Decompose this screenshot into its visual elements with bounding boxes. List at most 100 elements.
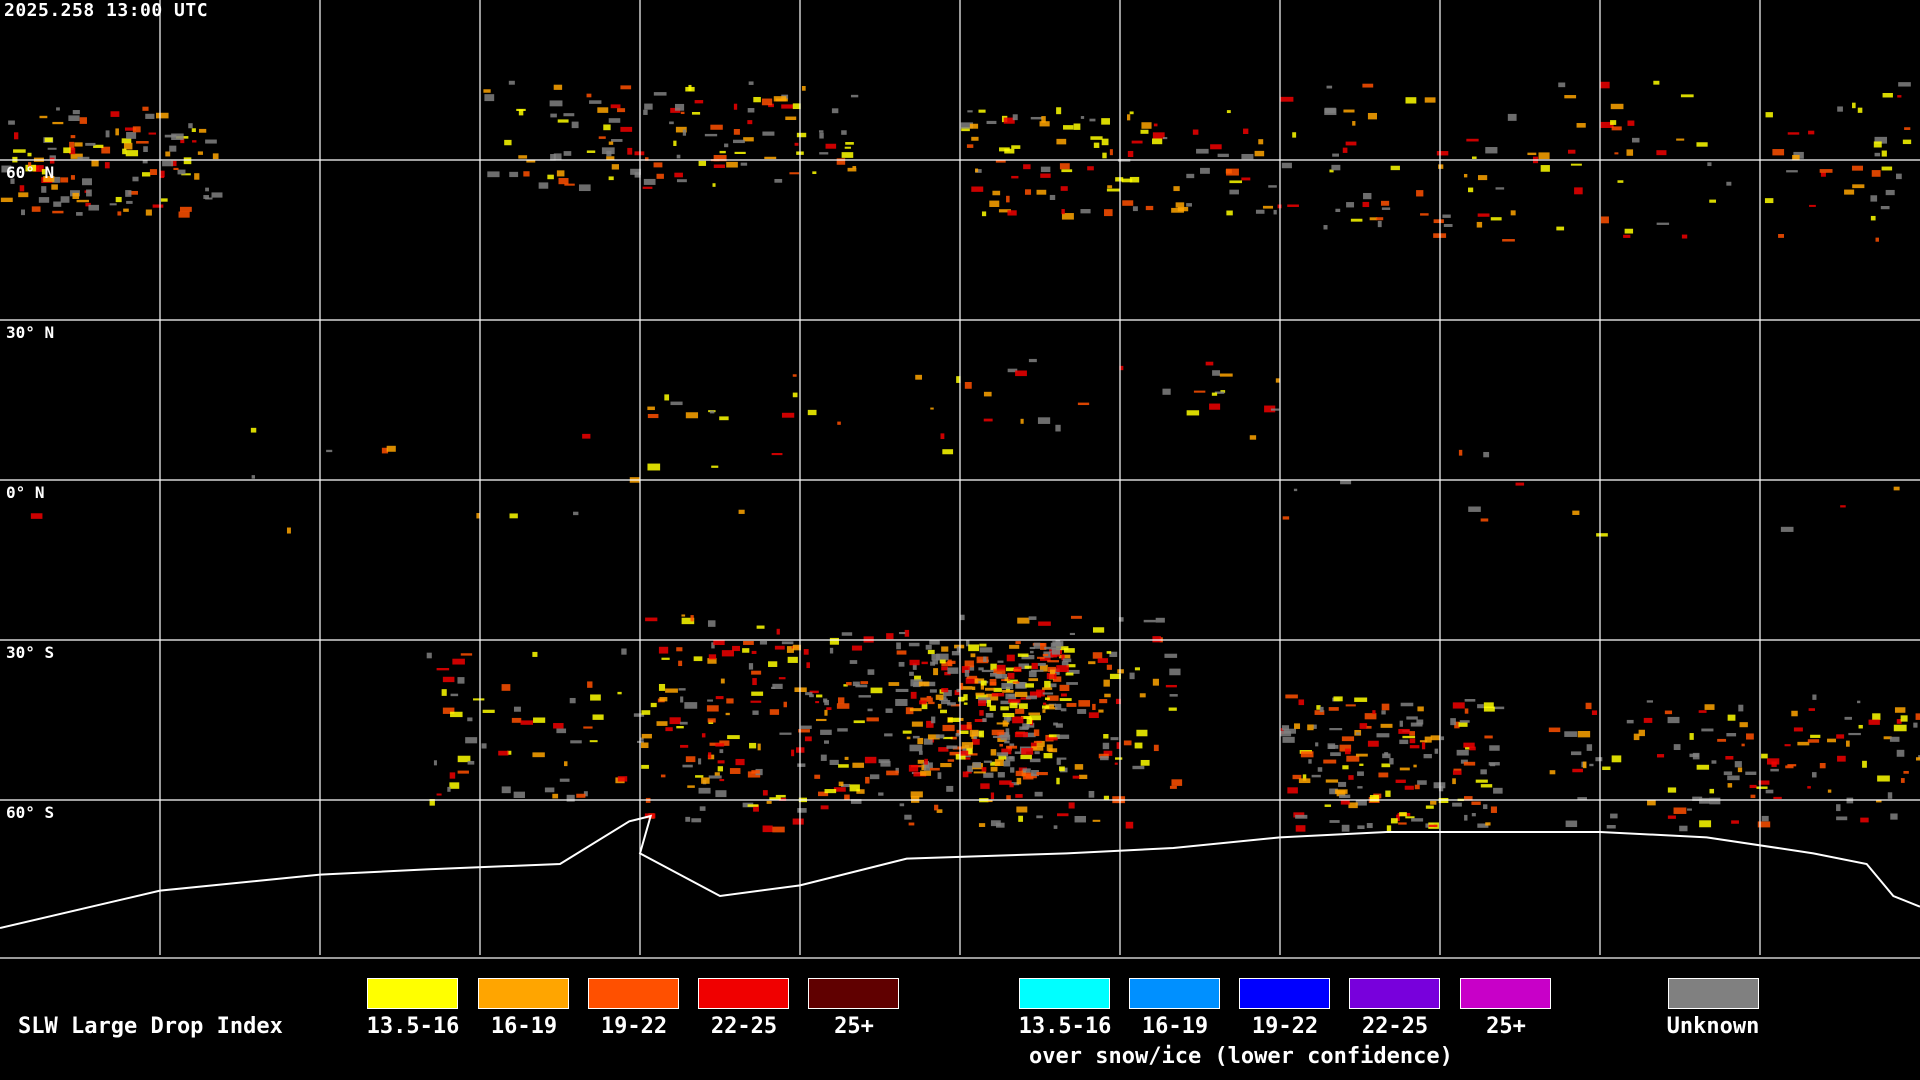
- cloud-pixel: [693, 656, 703, 662]
- cloud-pixel: [1109, 651, 1118, 657]
- cloud-pixel: [149, 169, 158, 175]
- legend-bin-swatch: [588, 978, 679, 1009]
- cloud-pixel: [74, 142, 83, 147]
- cloud-pixel: [1317, 767, 1323, 772]
- cloud-pixel: [513, 706, 521, 712]
- cloud-pixel: [931, 654, 940, 661]
- cloud-pixel: [41, 169, 46, 175]
- cloud-pixel: [476, 513, 480, 519]
- cloud-pixel: [1381, 207, 1391, 210]
- cloud-pixel: [1102, 152, 1107, 159]
- cloud-pixel: [1450, 718, 1456, 726]
- cloud-pixel: [1484, 735, 1493, 739]
- cloud-pixel: [680, 696, 684, 703]
- cloud-pixel: [732, 645, 741, 652]
- cloud-pixel: [1367, 740, 1379, 747]
- cloud-pixel: [426, 652, 432, 659]
- cloud-pixel: [544, 787, 555, 793]
- cloud-pixel: [757, 743, 761, 751]
- cloud-pixel: [679, 721, 688, 725]
- cloud-pixel: [1483, 451, 1490, 458]
- cloud-pixel: [1398, 822, 1407, 825]
- cloud-pixel: [598, 136, 606, 139]
- cloud-pixel: [820, 805, 829, 810]
- cloud-pixel: [849, 660, 858, 664]
- cloud-pixel: [1851, 165, 1863, 171]
- cloud-pixel: [725, 712, 730, 716]
- cloud-pixel: [1477, 704, 1484, 709]
- cloud-pixel: [982, 718, 987, 723]
- cloud-pixel: [980, 783, 990, 789]
- cloud-pixel: [1558, 82, 1566, 88]
- cloud-pixel: [587, 681, 593, 688]
- cloud-pixel: [8, 120, 15, 125]
- cloud-pixel: [553, 84, 563, 90]
- cloud-pixel: [1059, 163, 1070, 170]
- cloud-pixel: [630, 168, 641, 175]
- cloud-pixel: [1556, 226, 1565, 231]
- cloud-pixel: [930, 407, 934, 410]
- cloud-pixel: [942, 724, 955, 732]
- cloud-pixel: [1761, 815, 1769, 822]
- cloud-pixel: [1209, 403, 1221, 410]
- cloud-pixel: [1381, 710, 1386, 715]
- cloud-pixel: [1893, 724, 1907, 732]
- cloud-pixel: [1229, 180, 1243, 184]
- cloud-pixel: [1433, 219, 1444, 224]
- cloud-pixel: [1778, 234, 1785, 238]
- cloud-pixel: [1339, 744, 1352, 752]
- cloud-pixel: [1398, 728, 1410, 734]
- cloud-pixel: [1463, 742, 1475, 748]
- cloud-pixel: [915, 374, 923, 380]
- cloud-pixel: [1051, 647, 1060, 655]
- cloud-pixel: [85, 202, 91, 207]
- cloud-pixel: [1139, 693, 1146, 698]
- cloud-pixel: [920, 697, 933, 702]
- cloud-pixel: [694, 100, 704, 104]
- cloud-pixel: [1057, 813, 1069, 817]
- cloud-pixel: [733, 128, 740, 135]
- cloud-pixel: [1874, 136, 1888, 144]
- cloud-pixel: [921, 661, 928, 665]
- cloud-pixel: [39, 115, 48, 119]
- cloud-pixel: [1015, 641, 1021, 645]
- cloud-pixel: [1342, 147, 1348, 153]
- cloud-pixel: [1062, 658, 1072, 663]
- cloud-pixel: [796, 132, 807, 138]
- cloud-pixel: [481, 743, 487, 749]
- cloud-pixel: [1894, 707, 1906, 713]
- cloud-pixel: [1485, 822, 1491, 826]
- cloud-pixel: [165, 151, 171, 157]
- cloud-pixel: [1056, 646, 1069, 651]
- cloud-pixel: [553, 723, 564, 729]
- cloud-pixel: [960, 686, 973, 690]
- legend-bin-swatch: [478, 978, 569, 1009]
- cloud-pixel: [942, 449, 954, 455]
- cloud-pixel: [714, 772, 720, 776]
- cloud-pixel: [837, 728, 848, 732]
- cloud-pixel: [1425, 805, 1434, 809]
- cloud-pixel: [858, 695, 871, 698]
- cloud-pixel: [701, 733, 706, 738]
- cloud-pixel: [1011, 145, 1021, 149]
- cloud-pixel: [910, 691, 917, 699]
- cloud-pixel: [641, 764, 649, 769]
- cloud-pixel: [203, 195, 209, 199]
- cloud-pixel: [1409, 738, 1416, 744]
- cloud-pixel: [979, 710, 984, 716]
- cloud-pixel: [1359, 763, 1364, 766]
- cloud-pixel: [779, 732, 792, 735]
- cloud-pixel: [1165, 684, 1177, 688]
- cloud-pixel: [685, 816, 691, 822]
- cloud-pixel: [1036, 771, 1048, 776]
- cloud-pixel: [93, 144, 104, 148]
- cloud-pixel: [1376, 217, 1384, 221]
- cloud-pixel: [852, 681, 860, 687]
- lat-label-30s: 30° S: [6, 643, 55, 662]
- cloud-pixel: [56, 107, 60, 111]
- cloud-pixel: [1342, 765, 1349, 770]
- cloud-pixel: [1464, 698, 1476, 702]
- cloud-pixel: [1483, 804, 1488, 810]
- cloud-pixel: [911, 721, 923, 727]
- cloud-pixel: [940, 709, 947, 714]
